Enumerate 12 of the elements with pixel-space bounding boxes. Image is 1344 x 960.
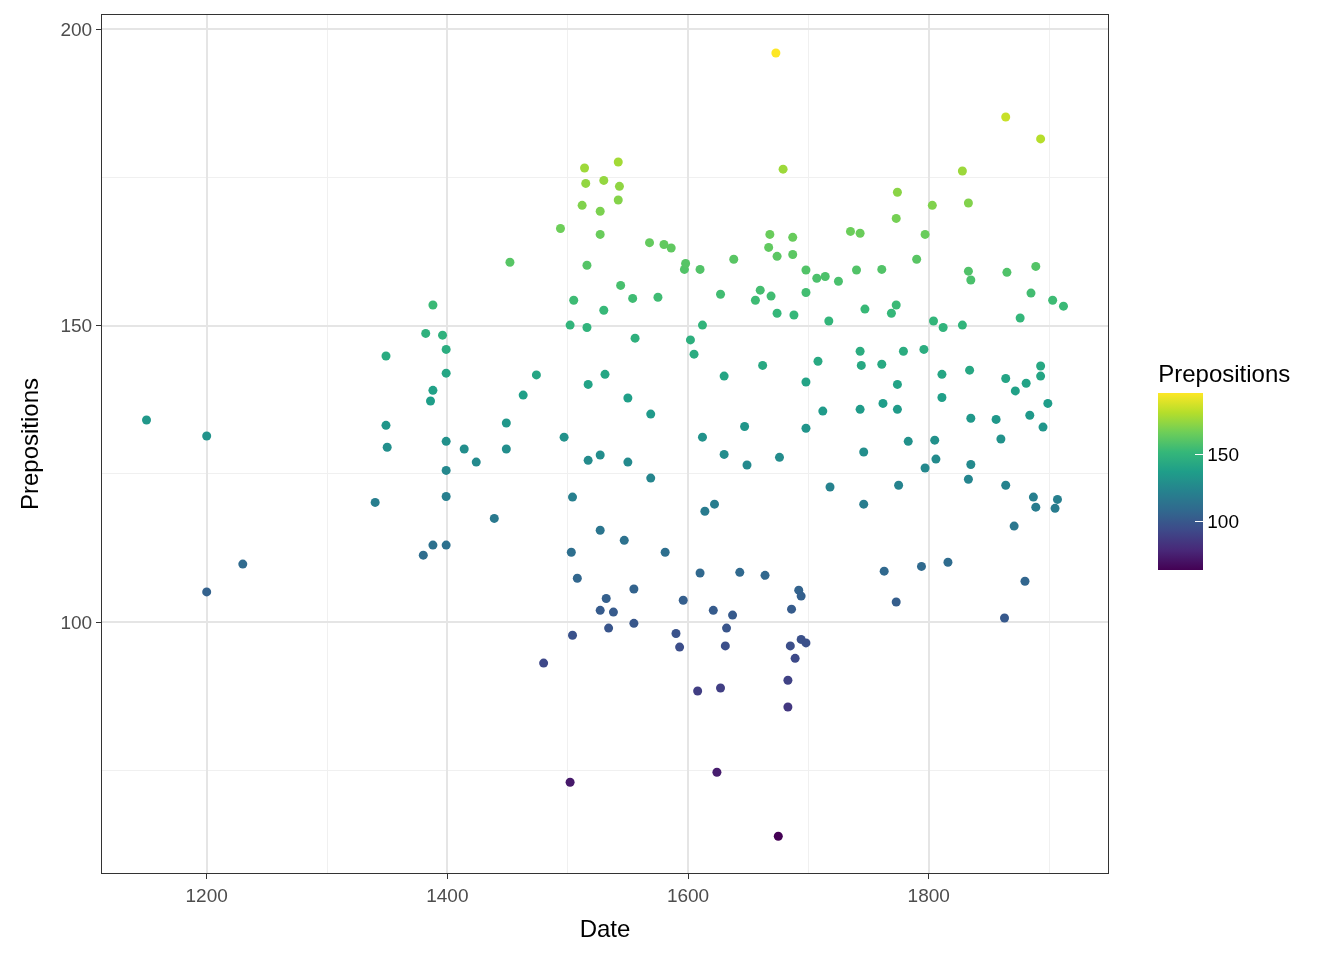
y-tick-label: 150 — [60, 315, 93, 337]
x-axis-title: Date — [579, 915, 631, 943]
y-axis-title: Prepositions — [15, 377, 43, 511]
color-bar-label: 150 — [1207, 444, 1239, 466]
color-bar-label: 100 — [1207, 511, 1239, 533]
x-tick-label: 1600 — [666, 884, 710, 906]
x-tick-label: 1200 — [185, 884, 228, 906]
y-tick-label: 200 — [60, 18, 93, 40]
x-tick-label: 1400 — [426, 884, 469, 906]
x-tick-label: 1800 — [907, 884, 950, 906]
y-tick-label: 100 — [60, 611, 93, 633]
color-bar-title: Prepositions — [1158, 359, 1291, 387]
